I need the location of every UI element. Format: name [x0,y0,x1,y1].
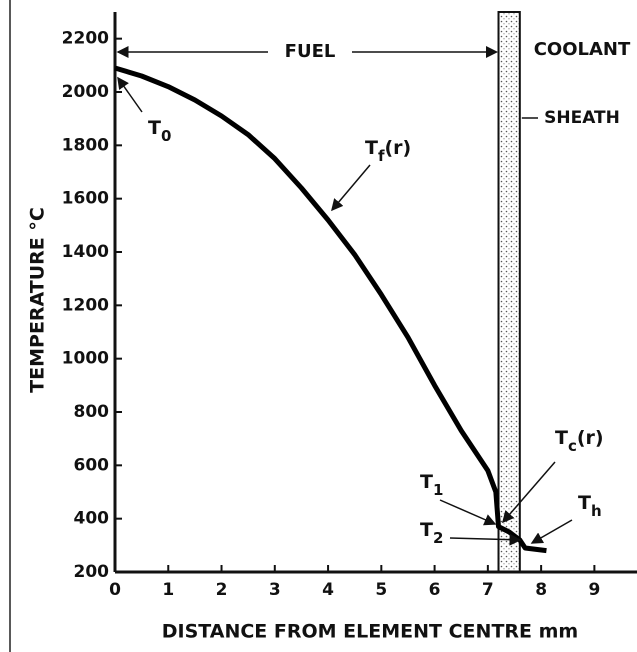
y-tick-label: 2000 [62,82,109,102]
annotation-subscript: f [378,147,385,165]
annotation-arrow [502,461,556,524]
annotation-symbol: T [555,427,568,449]
y-tick-label: 1200 [62,295,109,315]
x-tick-label: 0 [109,580,121,600]
x-tick-label: 4 [322,580,334,600]
y-tick-label: 2200 [62,29,109,49]
y-tick-label: 1800 [62,135,109,155]
coolant-label: COOLANT [534,39,631,60]
x-tick-label: 5 [375,580,387,600]
y-tick-label: 800 [74,402,110,422]
annotation-suffix: (r) [385,137,412,159]
sheath-band [497,11,521,573]
y-tick-label: 1600 [62,189,109,209]
annotation: T2 [420,519,443,547]
y-tick-label: 400 [74,509,110,529]
sheath-label: SHEATH [544,108,620,128]
y-tick-label: 200 [74,562,110,582]
annotation-subscript: 1 [433,481,443,499]
annotation-arrow [117,76,143,113]
annotation-arrow [331,164,371,212]
annotation: Tf(r) [365,137,411,165]
fuel-label: FUEL [285,41,336,62]
annotation-subscript: 0 [161,127,171,145]
annotation-arrow [449,533,522,546]
x-tick-label: 1 [162,580,174,600]
annotation: Tc(r) [555,427,604,455]
annotation-symbol: T [420,471,433,493]
annotation-symbol: T [420,519,433,541]
annotation-subscript: 2 [433,529,443,547]
annotation-symbol: T [578,492,591,514]
temperature-line [114,65,547,554]
annotation: T0 [148,117,171,145]
y-tick-label: 1400 [62,242,109,262]
x-tick-label: 3 [269,580,281,600]
x-tick-label: 2 [216,580,228,600]
annotation-symbol: T [365,137,378,159]
x-axis-title: DISTANCE FROM ELEMENT CENTRE mm [162,621,578,643]
annotation-arrow [439,499,497,526]
y-axis-title: TEMPERATURE °C [27,207,49,393]
annotation-symbol: T [148,117,161,139]
y-tick-label: 1000 [62,349,109,369]
x-tick-label: 7 [482,580,494,600]
x-tick-label: 9 [588,580,600,600]
annotation: Th [578,492,602,520]
annotation-arrow [530,519,573,544]
annotation: T1 [420,471,443,499]
x-tick-label: 8 [535,580,547,600]
annotation-subscript: h [591,502,602,520]
y-tick-label: 600 [74,455,110,475]
annotation-subscript: c [568,437,577,455]
annotation-suffix: (r) [577,427,604,449]
x-tick-label: 6 [429,580,441,600]
